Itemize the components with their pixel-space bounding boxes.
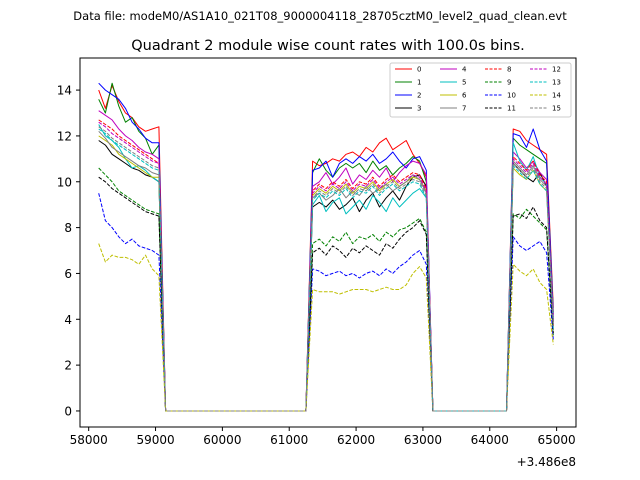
legend-frame [389,62,572,118]
legend-label: 7 [462,105,466,113]
legend-label: 6 [462,92,467,100]
series-line-2 [98,82,554,412]
data-file-caption: Data file: modeM0/AS1A10_021T08_90000041… [73,9,567,23]
series-line-11 [98,176,554,412]
y-axis: 0 2 4 6 8 10 12 14 [57,84,80,418]
y-tick-label: 10 [57,175,72,189]
series-line-15 [98,126,554,412]
x-tick-label: 63000 [404,433,442,447]
legend-label: 1 [417,79,421,87]
series-line-5 [98,124,554,412]
y-tick-label: 0 [64,404,72,418]
legend-label: 2 [417,92,421,100]
x-tick-label: 60000 [203,433,241,447]
legend-label: 15 [552,105,561,113]
y-tick-label: 14 [57,84,72,98]
legend-label: 12 [552,66,561,74]
series-line-6 [98,135,554,412]
legend-label: 11 [507,105,516,113]
y-tick-label: 8 [64,221,72,235]
legend-label: 9 [507,79,511,87]
series-line-12 [98,121,554,412]
y-tick-label: 2 [64,359,72,373]
plot-area [98,82,554,412]
legend-label: 14 [552,92,561,100]
series-line-1 [98,82,554,412]
legend-label: 8 [507,66,511,74]
x-tick-label: 65000 [538,433,576,447]
x-tick-label: 58000 [70,433,108,447]
x-offset-label: +3.486e8 [517,455,576,469]
legend-label: 5 [462,79,466,87]
x-tick-label: 64000 [471,433,509,447]
x-tick-label: 61000 [270,433,308,447]
axes-frame [79,57,577,428]
x-tick-label: 62000 [337,433,375,447]
y-tick-label: 12 [57,129,72,143]
series-line-13 [98,128,554,412]
chart-title: Quadrant 2 module wise count rates with … [131,38,525,54]
series-line-10 [98,193,554,412]
series-line-0 [98,85,554,412]
legend-label: 4 [462,66,467,74]
series-line-14 [98,243,554,412]
legend-label: 3 [417,105,421,113]
y-tick-label: 4 [64,313,72,327]
legend-label: 10 [507,92,516,100]
y-tick-label: 6 [64,267,72,281]
legend-label: 13 [552,79,561,87]
x-axis: 58000 59000 60000 61000 62000 63000 64000 65000 [70,427,576,447]
series-line-9 [98,167,554,412]
series-line-4 [98,110,554,412]
x-tick-label: 59000 [136,433,174,447]
legend-label: 0 [417,66,421,74]
